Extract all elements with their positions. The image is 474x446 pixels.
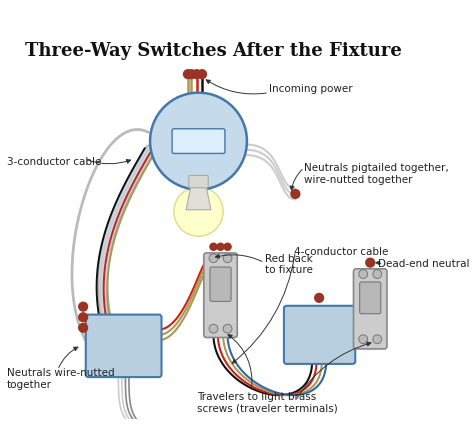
Text: Red back
to fixture: Red back to fixture [264, 254, 312, 276]
FancyBboxPatch shape [104, 421, 161, 434]
Text: 4-conductor cable: 4-conductor cable [293, 247, 388, 257]
Circle shape [209, 324, 218, 333]
Text: Neutrals pigtailed together,
wire-nutted together: Neutrals pigtailed together, wire-nutted… [304, 163, 449, 185]
FancyBboxPatch shape [210, 267, 231, 301]
Text: 3-conductor cable: 3-conductor cable [7, 157, 101, 167]
Circle shape [79, 313, 88, 322]
FancyBboxPatch shape [354, 269, 387, 349]
Circle shape [174, 187, 223, 236]
Circle shape [223, 324, 232, 333]
FancyBboxPatch shape [284, 306, 355, 364]
FancyBboxPatch shape [360, 282, 381, 314]
Circle shape [366, 258, 374, 267]
Circle shape [217, 243, 224, 250]
Text: Dead-end neutral: Dead-end neutral [378, 259, 470, 269]
Circle shape [223, 254, 232, 263]
Circle shape [209, 254, 218, 263]
Circle shape [315, 293, 324, 302]
Text: Incoming power: Incoming power [269, 84, 353, 94]
Circle shape [187, 70, 196, 78]
Circle shape [291, 190, 300, 198]
Circle shape [373, 270, 382, 278]
FancyBboxPatch shape [172, 129, 225, 153]
Circle shape [210, 243, 217, 250]
Text: Travelers to light brass
screws (traveler terminals): Travelers to light brass screws (travele… [197, 392, 337, 414]
Circle shape [198, 70, 207, 78]
Circle shape [192, 70, 201, 78]
Circle shape [359, 270, 367, 278]
Polygon shape [186, 187, 211, 210]
Circle shape [150, 93, 247, 190]
FancyBboxPatch shape [189, 175, 208, 188]
Circle shape [183, 70, 192, 78]
Text: Neutrals wire-nutted
together: Neutrals wire-nutted together [7, 368, 114, 390]
FancyBboxPatch shape [86, 314, 162, 377]
Circle shape [359, 335, 367, 344]
FancyBboxPatch shape [204, 253, 237, 338]
Circle shape [224, 243, 231, 250]
Circle shape [373, 335, 382, 344]
Circle shape [79, 323, 88, 332]
Circle shape [79, 302, 88, 311]
Text: Three-Way Switches After the Fixture: Three-Way Switches After the Fixture [25, 42, 402, 61]
